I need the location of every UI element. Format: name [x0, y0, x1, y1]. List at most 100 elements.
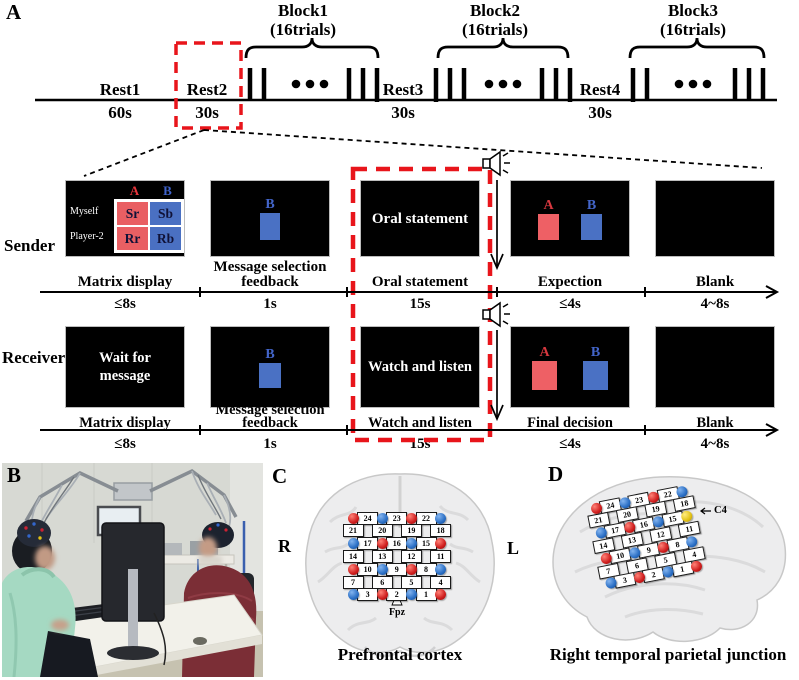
optode-blue-dot [347, 589, 359, 601]
sender-phase4-label: Expection [537, 274, 603, 290]
optode-red-dot [347, 563, 359, 575]
rest3-label: Rest3 [382, 80, 424, 99]
optode-grid-rtpj: 24 23 22 21 20 19 18 17 16 15 14 13 12 11 10 9 8 7 6 5 4 3 2 1 [583, 477, 710, 590]
receiver-phase5-label: Blank [696, 414, 734, 431]
matrix-header-a: A [129, 183, 140, 198]
option-a-letter: A [539, 344, 550, 360]
channel-square: 13 [371, 549, 393, 563]
option-b-letter: B [590, 344, 601, 360]
panel-d-caption: Right temporal parietal junction [549, 645, 787, 664]
blue-option-square [260, 213, 280, 240]
panel-c-label: C [272, 464, 288, 488]
optode-red-dot [405, 563, 417, 575]
channel-square: 11 [677, 520, 701, 538]
rest2-duration: 30s [195, 103, 219, 122]
optode-red-dot [347, 512, 359, 524]
sender-phase4-duration: ≤4s [559, 296, 581, 312]
rest1-label: Rest1 [99, 80, 141, 99]
sender-oral-statement-screen: Oral statement [360, 180, 480, 257]
matrix-cell-rb: Rb [149, 226, 182, 251]
payoff-matrix: Sr Sb Rr Rb [114, 199, 184, 253]
sender-blank-screen [655, 180, 775, 257]
optode-red-dot [435, 538, 447, 550]
optode-blue-dot [376, 563, 388, 575]
optode-grid-prefrontal: 24 23 22 21 20 19 18 17 16 15 14 13 12 11 10 9 8 7 6 5 4 3 2 1 [342, 506, 454, 602]
panel-b-label: B [7, 463, 22, 487]
block1-name: Block1 [277, 1, 329, 20]
block3-name: Block3 [667, 1, 719, 20]
optode-blue-dot [405, 538, 417, 550]
receiver-phase2-label: Message selection feedback [215, 402, 325, 431]
sender-row-label: Sender [4, 236, 55, 255]
channel-square: 16 [386, 537, 408, 551]
channel-square: 6 [371, 575, 393, 589]
matrix-row-player2: Player-2 [70, 231, 104, 242]
oral-statement-text: Oral statement [371, 210, 469, 227]
audio-down-arrow-1 [490, 180, 504, 271]
channel-square: 21 [342, 524, 364, 538]
panel-d-label: D [548, 462, 564, 486]
panel-a-label: A [6, 0, 22, 24]
channel-square: 24 [357, 511, 379, 525]
sender-feedback-screen: B [210, 180, 330, 257]
option-b-letter: B [265, 346, 275, 362]
block3-title: Block3 (16trials) [660, 1, 726, 39]
sender-matrix-display-screen: A B Myself Player-2 Sr Sb Rr Rb [65, 180, 185, 257]
rest2-label: Rest2 [186, 80, 228, 99]
channel-square: 10 [357, 562, 379, 576]
channel-square: 18 [430, 524, 452, 538]
block2-title: Block2 (16trials) [462, 1, 528, 39]
sender-phase5-duration: 4~8s [700, 296, 730, 312]
optode-blue-dot [405, 589, 417, 601]
watch-and-listen-text: Watch and listen [368, 359, 472, 375]
sender-phase5-label: Blank [695, 274, 735, 290]
option-a-letter: A [543, 197, 554, 213]
matrix-cell-sb: Sb [149, 201, 182, 226]
channel-square: 9 [386, 562, 408, 576]
red-option-square [532, 360, 557, 390]
red-option-square [538, 213, 559, 240]
channel-square: 20 [371, 524, 393, 538]
block2-trials: (16trials) [461, 20, 529, 39]
optode-red-dot [435, 589, 447, 601]
block1-title: Block1 (16trials) [270, 1, 336, 39]
left-arrow-icon [700, 507, 711, 514]
rest1-duration: 60s [108, 103, 132, 122]
sender-phase1-label: Matrix display [77, 274, 173, 290]
sender-phase3-label: Oral statement [371, 274, 469, 290]
block-ellipsis-dots [291, 79, 712, 89]
blue-option-square [259, 362, 281, 388]
experimental-setup-photo [2, 463, 263, 677]
channel-square: 15 [415, 537, 437, 551]
channel-square: 4 [682, 545, 706, 563]
optode-blue-dot [347, 538, 359, 550]
block-braces [244, 37, 766, 59]
channel-square: 19 [400, 524, 422, 538]
speaker-icon [482, 150, 510, 177]
receiver-final-decision-screen: A B [510, 326, 630, 408]
receiver-feedback-screen: B [210, 326, 330, 408]
block2-name: Block2 [469, 1, 521, 20]
c4-landmark-label: C4 [714, 505, 727, 516]
sender-phase2-duration: 1s [263, 296, 277, 312]
channel-square: 18 [672, 495, 696, 513]
sender-expectation-screen: A B [510, 180, 630, 257]
channel-square: 11 [430, 549, 452, 563]
rest4-label: Rest4 [579, 80, 621, 99]
hemisphere-right-label: R [278, 536, 291, 556]
optode-red-dot [376, 538, 388, 550]
channel-square: 8 [415, 562, 437, 576]
channel-square: 4 [430, 575, 452, 589]
channel-square: 7 [342, 575, 364, 589]
receiver-row-label: Receiver [2, 348, 66, 367]
trial-tick-marks [247, 68, 766, 102]
matrix-header-b: B [163, 183, 172, 198]
receiver-phase2-duration: 1s [263, 436, 277, 452]
optode-red-dot [376, 589, 388, 601]
receiver-phase1-duration: ≤8s [114, 436, 136, 452]
sender-phase3-duration: 15s [409, 296, 431, 312]
channel-square: 14 [342, 549, 364, 563]
optode-red-dot [405, 512, 417, 524]
receiver-phase5-duration: 4~8s [700, 436, 730, 452]
